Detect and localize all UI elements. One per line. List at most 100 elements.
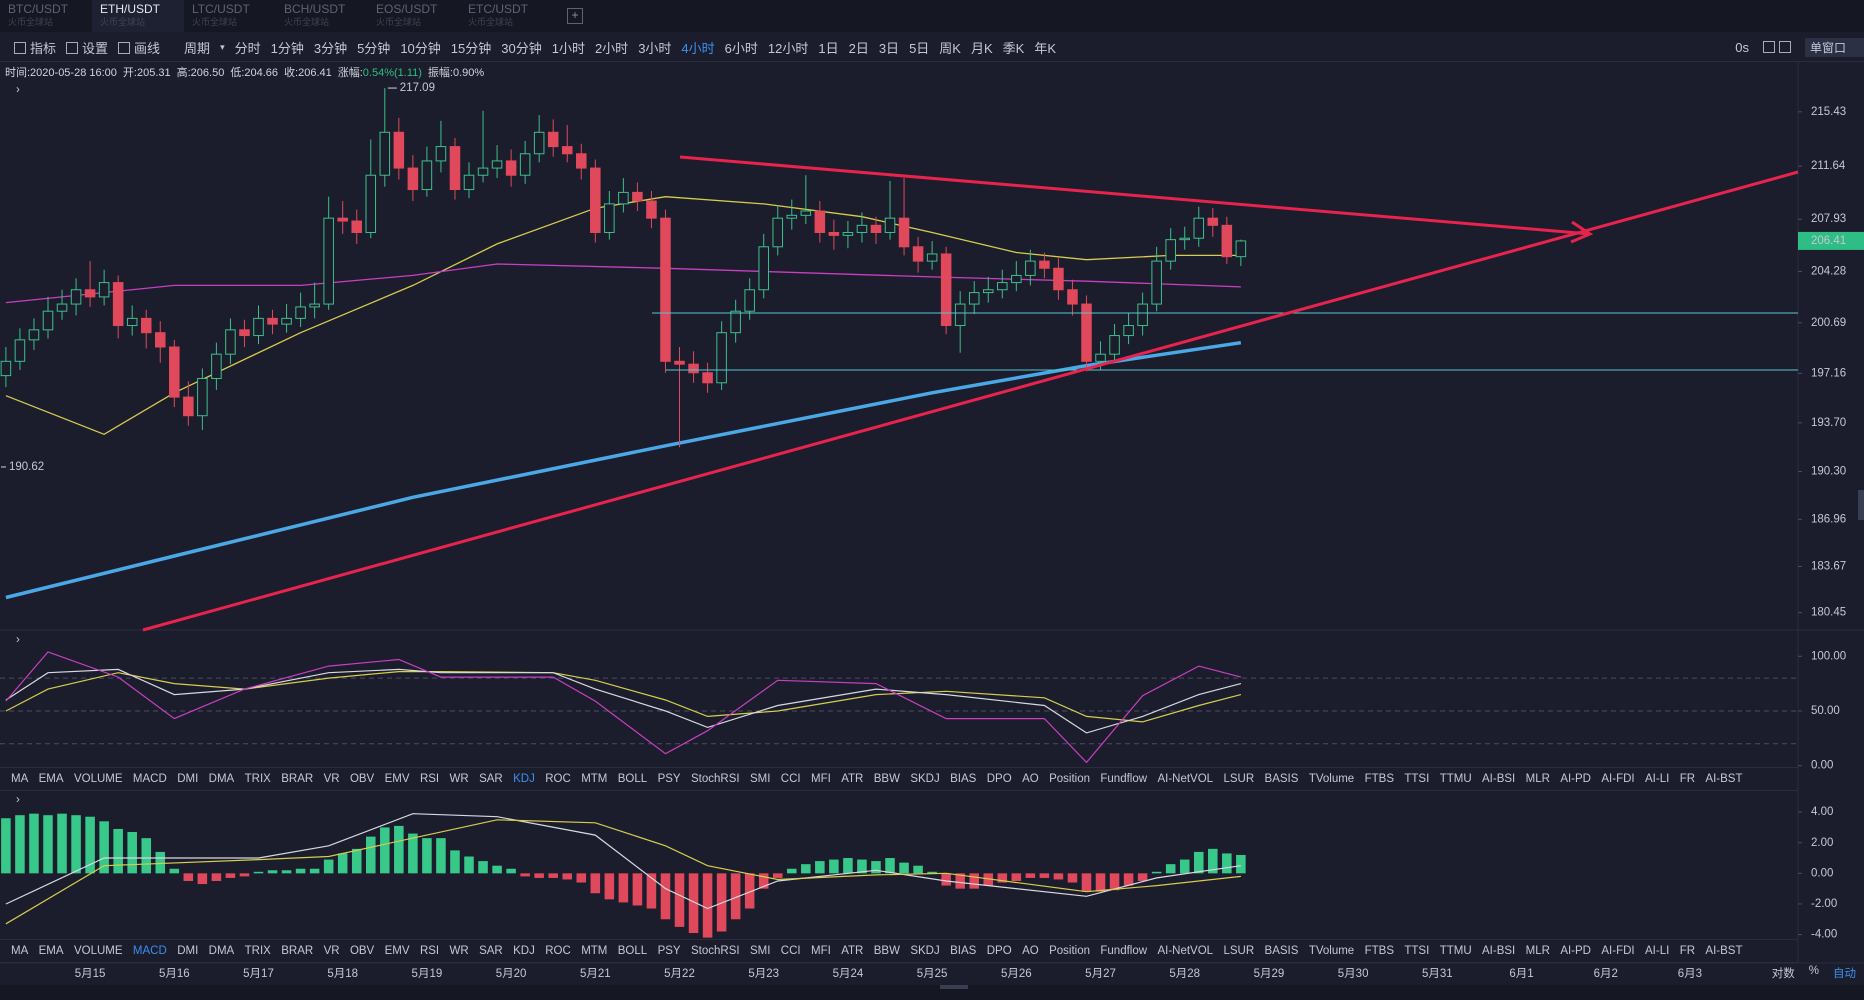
indicator-tab[interactable]: TVolume: [1308, 945, 1355, 957]
indicator-tab[interactable]: AI-NetVOL: [1157, 945, 1214, 957]
period-button[interactable]: 15分钟: [450, 40, 492, 56]
period-button[interactable]: 10分钟: [400, 40, 441, 56]
pair-tab[interactable]: BTC/USDT 火币全球站: [0, 0, 92, 32]
indicator-tab[interactable]: AI-BST: [1705, 945, 1743, 957]
indicator-tab[interactable]: BRAR: [281, 945, 314, 957]
indicator-tab[interactable]: RSI: [419, 945, 440, 957]
indicator-tab[interactable]: FR: [1679, 945, 1696, 957]
tool-button[interactable]: 画线: [118, 38, 160, 57]
indicator-tab[interactable]: DPO: [986, 945, 1012, 957]
indicator-tab[interactable]: AI-BSI: [1482, 945, 1516, 957]
indicator-tab[interactable]: MACD: [132, 773, 167, 785]
add-tab[interactable]: +: [567, 8, 583, 24]
pair-tab[interactable]: LTC/USDT 火币全球站: [184, 0, 276, 32]
indicator-tab[interactable]: BIAS: [950, 773, 977, 785]
indicator-tab[interactable]: AI-FDI: [1601, 945, 1635, 957]
pair-tab[interactable]: EOS/USDT 火币全球站: [368, 0, 460, 32]
indicator-tab[interactable]: AI-NetVOL: [1157, 773, 1214, 785]
indicator-tab[interactable]: LSUR: [1223, 945, 1255, 957]
indicator-tab[interactable]: MLR: [1525, 945, 1550, 957]
indicator-tab[interactable]: MFI: [811, 773, 831, 785]
indicator-tab[interactable]: TTMU: [1439, 773, 1472, 785]
indicator-tab[interactable]: MA: [11, 945, 29, 957]
indicator-tab[interactable]: VR: [323, 773, 340, 785]
indicator-tab[interactable]: SAR: [479, 773, 503, 785]
indicator-tab[interactable]: VR: [323, 945, 340, 957]
indicator-tab[interactable]: OBV: [349, 773, 375, 785]
period-button[interactable]: 3小时: [638, 40, 672, 56]
indicator-tab[interactable]: DPO: [986, 773, 1012, 785]
indicator-tab[interactable]: BIAS: [950, 945, 977, 957]
scroll-handle[interactable]: [940, 985, 968, 989]
indicator-tab[interactable]: SAR: [479, 945, 503, 957]
indicator-tab[interactable]: BBW: [873, 773, 900, 785]
period-button[interactable]: 1日: [818, 40, 839, 56]
indicator-tab[interactable]: TTSI: [1404, 773, 1430, 785]
indicator-tab[interactable]: SKDJ: [910, 773, 940, 785]
fullscreen-icon[interactable]: [1762, 40, 1795, 55]
period-button[interactable]: 月K: [970, 40, 993, 56]
period-button[interactable]: 4小时: [681, 40, 715, 56]
period-button[interactable]: 季K: [1002, 40, 1025, 56]
period-label[interactable]: 周期: [184, 40, 211, 56]
indicator-tab[interactable]: PSY: [657, 945, 681, 957]
indicator-tab[interactable]: KDJ: [513, 773, 535, 785]
indicator-tab[interactable]: DMA: [208, 945, 235, 957]
indicator-tab[interactable]: CCI: [780, 773, 801, 785]
period-button[interactable]: 3分钟: [313, 40, 348, 56]
indicator-tab[interactable]: MACD: [132, 945, 167, 957]
indicator-tab[interactable]: SMI: [749, 945, 771, 957]
indicator-tab[interactable]: DMI: [177, 773, 199, 785]
indicator-tab[interactable]: TTSI: [1404, 945, 1430, 957]
indicator-tab[interactable]: PSY: [657, 773, 681, 785]
indicator-tab[interactable]: EMV: [384, 773, 410, 785]
indicator-tab[interactable]: AO: [1022, 773, 1039, 785]
indicator-tab[interactable]: TRIX: [244, 945, 271, 957]
indicator-tab[interactable]: MFI: [811, 945, 831, 957]
indicator-tab[interactable]: BRAR: [281, 773, 314, 785]
period-button[interactable]: 6小时: [724, 40, 758, 56]
axis-option[interactable]: 对数: [1771, 968, 1795, 980]
pane-toggle[interactable]: ›: [16, 794, 20, 806]
axis-option[interactable]: %: [1808, 965, 1819, 977]
indicator-tab[interactable]: AI-FDI: [1601, 773, 1635, 785]
indicator-tab[interactable]: Position: [1049, 945, 1090, 957]
period-button[interactable]: 周K: [939, 40, 961, 56]
indicator-tab[interactable]: EMA: [38, 945, 64, 957]
indicator-tab[interactable]: OBV: [349, 945, 375, 957]
period-button[interactable]: 5分钟: [357, 40, 391, 56]
period-button[interactable]: 12小时: [767, 40, 809, 56]
pair-tab[interactable]: ETC/USDT 火币全球站: [460, 0, 552, 32]
indicator-tab[interactable]: StochRSI: [690, 773, 740, 785]
indicator-tab[interactable]: VOLUME: [73, 773, 123, 785]
indicator-tab[interactable]: ROC: [545, 945, 571, 957]
indicator-tab[interactable]: MA: [11, 773, 29, 785]
indicator-tab[interactable]: ROC: [545, 773, 571, 785]
period-button[interactable]: 2日: [848, 40, 869, 56]
indicator-tab[interactable]: FTBS: [1364, 773, 1394, 785]
indicator-tab[interactable]: Fundflow: [1100, 773, 1148, 785]
indicator-tab[interactable]: CCI: [780, 945, 801, 957]
indicator-tab[interactable]: StochRSI: [690, 945, 740, 957]
indicator-tab[interactable]: WR: [449, 773, 469, 785]
indicator-tab[interactable]: TTMU: [1439, 945, 1472, 957]
axis-option[interactable]: 自动: [1833, 968, 1856, 980]
indicator-tab[interactable]: VOLUME: [73, 945, 123, 957]
indicator-tab[interactable]: AI-PD: [1560, 773, 1591, 785]
indicator-tab[interactable]: AI-BST: [1705, 773, 1743, 785]
period-button[interactable]: 1分钟: [270, 40, 304, 56]
indicator-tab[interactable]: TRIX: [244, 773, 271, 785]
indicator-tab[interactable]: AI-LI: [1645, 945, 1670, 957]
indicator-tab[interactable]: DMA: [208, 773, 235, 785]
indicator-tab[interactable]: EMV: [384, 945, 410, 957]
indicator-tab[interactable]: AI-BSI: [1482, 773, 1516, 785]
indicator-tab[interactable]: TVolume: [1308, 773, 1355, 785]
indicator-tab[interactable]: AI-PD: [1560, 945, 1591, 957]
period-button[interactable]: 1小时: [551, 40, 585, 56]
indicator-tab[interactable]: FR: [1679, 773, 1696, 785]
window-select[interactable]: 单窗口: [1804, 37, 1864, 57]
period-button[interactable]: 5日: [909, 40, 930, 56]
tool-button[interactable]: 指标: [14, 38, 56, 57]
side-handle[interactable]: [1858, 490, 1864, 520]
indicator-tab[interactable]: Position: [1049, 773, 1090, 785]
